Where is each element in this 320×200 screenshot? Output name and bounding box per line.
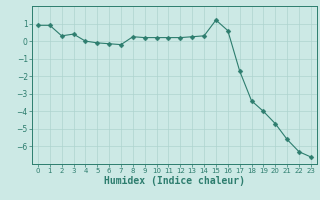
X-axis label: Humidex (Indice chaleur): Humidex (Indice chaleur) bbox=[104, 176, 245, 186]
